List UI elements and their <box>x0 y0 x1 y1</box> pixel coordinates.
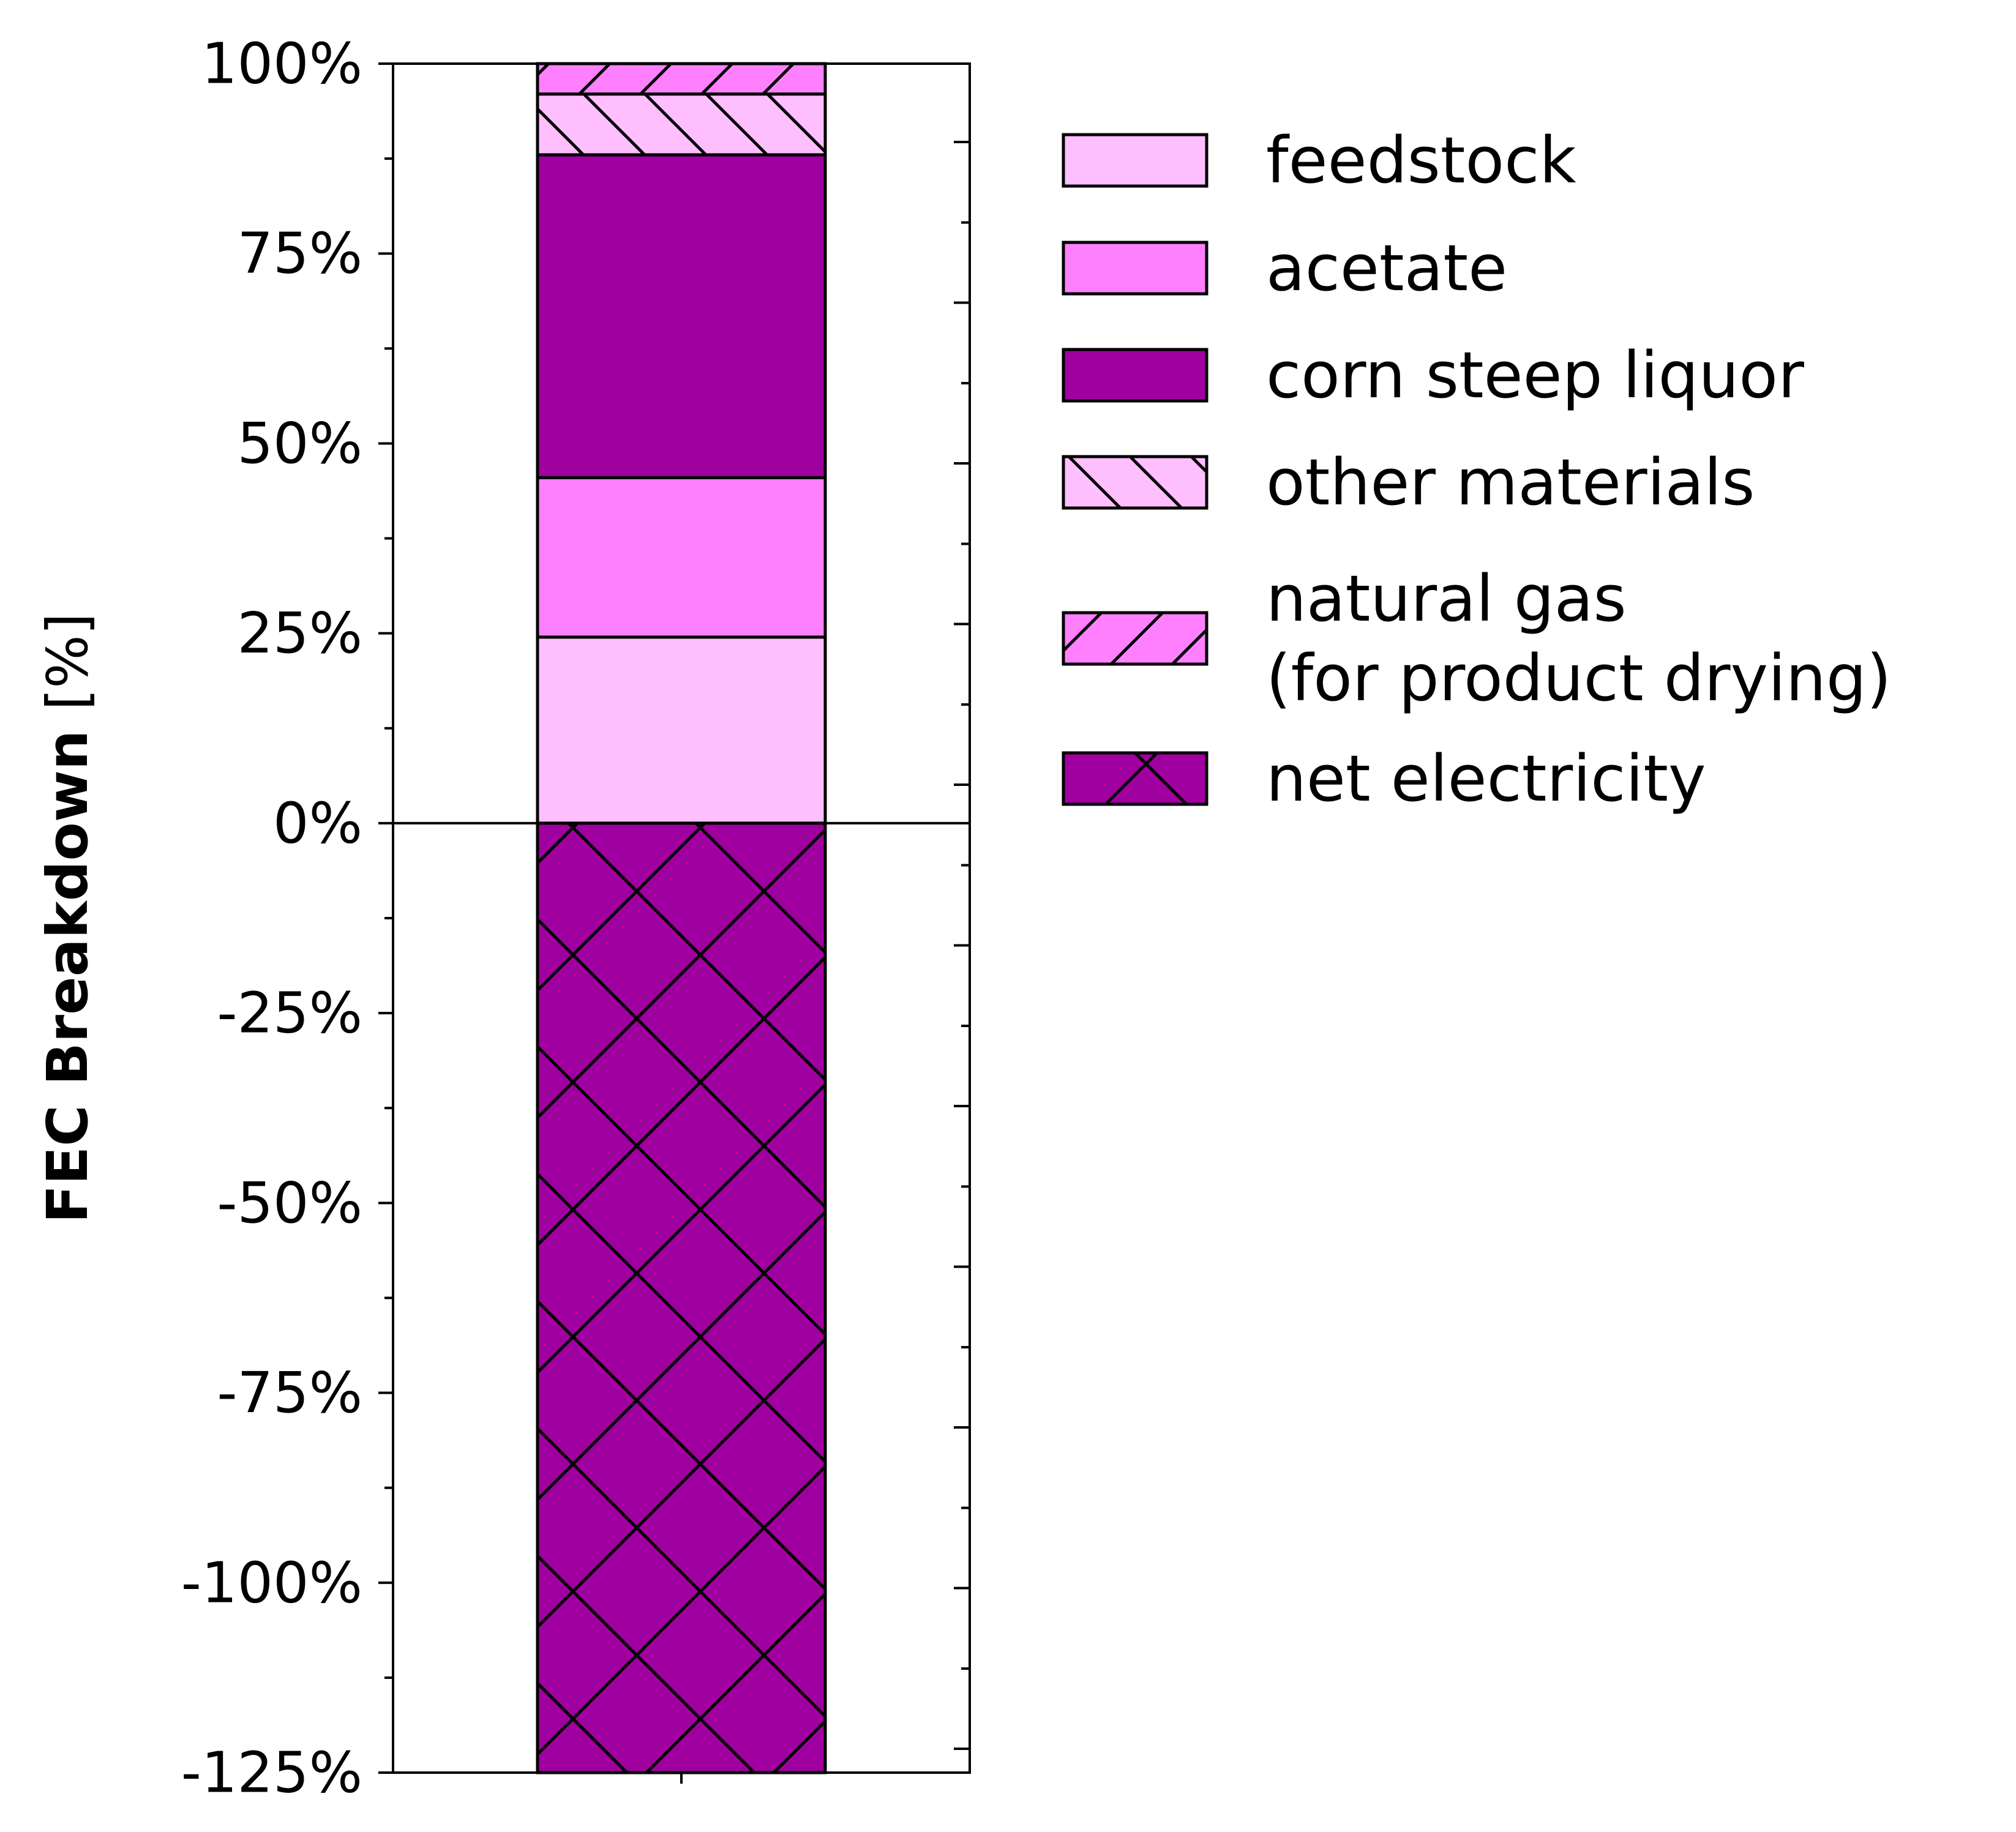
legend-label: corn steep liquor <box>1266 338 1804 413</box>
y-tick-label: -100% <box>181 1550 362 1615</box>
legend-swatch-outline <box>1062 751 1208 806</box>
y-tick-label: 25% <box>238 600 362 666</box>
legend-label: feedstock <box>1266 123 1576 198</box>
legend-swatch <box>1063 242 1207 294</box>
y-tick-label: 0% <box>273 790 362 856</box>
legend: feedstock acetate corn steep liquor other m… <box>1062 123 1891 816</box>
legend-item-acetate: acetate <box>1062 231 1507 305</box>
bar-hatch-net-electricity <box>538 823 825 1773</box>
y-tick-label: -75% <box>217 1360 362 1426</box>
legend-swatch-outline <box>1062 241 1208 296</box>
legend-swatch-hatch <box>1063 753 1207 804</box>
bars-layer <box>536 62 827 1774</box>
legend-swatch-outline <box>1062 348 1208 403</box>
legend-label: other materials <box>1266 445 1755 520</box>
legend-label: natural gas (for product drying) <box>1266 561 1891 716</box>
bar-segment-feedstock <box>536 635 827 825</box>
y-tick-label: 50% <box>238 411 362 476</box>
bar-segment-net-electricity <box>536 821 827 1774</box>
bar-segment-corn-steep-liquor <box>536 153 827 479</box>
y-axis-title-main: FEC Breakdown <box>35 711 100 1224</box>
y-tick-label: -125% <box>181 1740 362 1806</box>
bar-segment-acetate <box>536 476 827 639</box>
y-tick-label: 100% <box>201 31 362 97</box>
bar-fill-corn-steep-liquor <box>538 154 825 478</box>
y-axis-title-unit: [%] <box>35 613 100 710</box>
legend-swatch <box>1063 350 1207 401</box>
legend-item-feedstock: feedstock <box>1062 123 1576 198</box>
legend-item-corn-steep-liquor: corn steep liquor <box>1062 338 1804 413</box>
legend-swatch-hatch <box>1063 457 1207 508</box>
y-axis-title: FEC Breakdown [%] <box>35 613 100 1223</box>
legend-swatch-outline <box>1062 611 1208 666</box>
legend-swatch-outline <box>1062 455 1208 510</box>
y-tick-label: -50% <box>217 1170 362 1236</box>
bar-hatch-natural-gas-for-product-drying <box>538 64 825 94</box>
bar-segment-natural-gas-for-product-drying <box>536 62 827 96</box>
legend-swatch <box>1063 135 1207 186</box>
bar-fill-feedstock <box>538 637 825 823</box>
axes-layer: 100% 75% 50% 25% 0% -25% -50% -75% -100% -125% FEC… <box>35 31 971 1806</box>
legend-item-other-materials: other materials <box>1062 445 1755 520</box>
legend-swatch-hatch <box>1063 613 1207 664</box>
bar-segment-other-materials <box>536 92 827 157</box>
legend-item-net-electricity: net electricity <box>1062 741 1706 816</box>
legend-item-natural-gas-for-product-drying: natural gas (for product drying) <box>1062 561 1891 716</box>
y-tick-label: -25% <box>217 981 362 1046</box>
legend-swatch-outline <box>1062 133 1208 188</box>
legend-label: net electricity <box>1266 741 1706 816</box>
bar-hatch-other-materials <box>538 94 825 155</box>
bar-fill-acetate <box>538 477 825 637</box>
y-tick-label: 75% <box>238 221 362 286</box>
legend-label: acetate <box>1266 231 1507 305</box>
